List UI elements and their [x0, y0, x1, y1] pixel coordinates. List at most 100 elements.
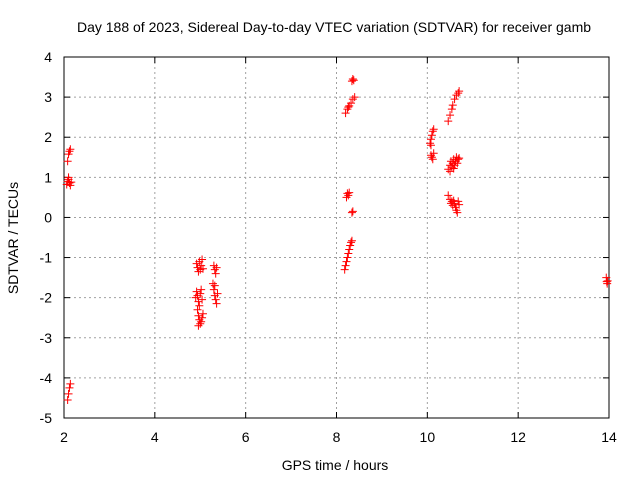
- chart-title: Day 188 of 2023, Sidereal Day-to-day VTE…: [77, 19, 591, 35]
- data-point: [427, 131, 436, 140]
- data-point: [454, 89, 463, 98]
- data-point: [212, 299, 221, 308]
- data-point: [63, 177, 72, 186]
- data-point: [444, 117, 453, 126]
- data-point: [193, 305, 202, 314]
- y-axis-label: SDTVAR / TECUs: [5, 182, 21, 294]
- data-point: [348, 207, 357, 216]
- data-point: [452, 91, 461, 100]
- y-tick-label: -2: [40, 290, 53, 306]
- data-point: [450, 95, 459, 104]
- data-point: [444, 191, 453, 200]
- data-point: [344, 103, 353, 112]
- data-point: [446, 195, 455, 204]
- data-point: [348, 95, 357, 104]
- y-tick-label: 2: [44, 129, 52, 145]
- data-point: [453, 208, 462, 217]
- data-point: [455, 154, 464, 163]
- data-point: [198, 264, 207, 273]
- data-point: [196, 319, 205, 328]
- data-point: [211, 295, 220, 304]
- data-points: [62, 75, 612, 404]
- data-point: [197, 285, 206, 294]
- data-point: [64, 389, 73, 398]
- grid-lines: [64, 57, 609, 418]
- y-tick-label: 1: [44, 169, 52, 185]
- data-point: [450, 199, 459, 208]
- data-point: [196, 289, 205, 298]
- data-point: [66, 181, 75, 190]
- x-tick-label: 2: [60, 429, 68, 445]
- data-point: [448, 101, 457, 110]
- data-point: [63, 157, 72, 166]
- y-tick-label: 3: [44, 89, 52, 105]
- data-point: [211, 269, 220, 278]
- data-point: [426, 141, 435, 150]
- axis-ticks: [63, 56, 610, 419]
- data-point: [194, 321, 203, 330]
- data-point: [429, 149, 438, 158]
- data-point: [198, 313, 207, 322]
- data-point: [194, 311, 203, 320]
- y-tick-label: 4: [44, 49, 52, 65]
- data-point: [209, 285, 218, 294]
- data-point: [454, 155, 463, 164]
- y-tick-label: -5: [40, 410, 53, 426]
- data-point: [454, 197, 463, 206]
- data-point: [346, 241, 355, 250]
- data-point: [197, 261, 206, 270]
- x-tick-label: 10: [420, 429, 436, 445]
- data-point: [347, 208, 356, 217]
- data-point: [343, 105, 352, 114]
- data-point: [347, 236, 356, 245]
- data-point: [340, 265, 349, 274]
- data-point: [66, 145, 75, 154]
- x-axis-label: GPS time / hours: [282, 457, 389, 473]
- data-point: [426, 139, 435, 148]
- data-point: [198, 309, 207, 318]
- data-point: [195, 301, 204, 310]
- data-point: [342, 257, 351, 266]
- data-point: [341, 109, 350, 118]
- data-point: [192, 287, 201, 296]
- data-point: [428, 127, 437, 136]
- x-tick-label: 14: [601, 429, 617, 445]
- data-point: [455, 200, 464, 209]
- data-point: [64, 173, 73, 182]
- data-point: [343, 253, 352, 262]
- data-point: [65, 383, 74, 392]
- x-tick-label: 6: [242, 429, 250, 445]
- data-point: [427, 153, 436, 162]
- data-point: [341, 261, 350, 270]
- data-point: [197, 317, 206, 326]
- data-point: [213, 289, 222, 298]
- x-axis-tick-labels: 2 4 6 8 10 12 14: [60, 429, 617, 445]
- data-point: [345, 245, 354, 254]
- data-point: [446, 111, 455, 120]
- data-point: [208, 279, 217, 288]
- y-axis-tick-labels: -5 -4 -3 -2 -1 0 1 2 3 4: [40, 49, 53, 426]
- data-point: [348, 75, 357, 84]
- data-point: [447, 105, 456, 114]
- data-point: [455, 87, 464, 96]
- data-point: [66, 379, 75, 388]
- data-point: [63, 395, 72, 404]
- data-point: [210, 281, 219, 290]
- x-tick-label: 4: [151, 429, 159, 445]
- data-point: [342, 193, 351, 202]
- data-point: [347, 99, 356, 108]
- data-point: [210, 265, 219, 274]
- data-point: [349, 76, 358, 85]
- x-tick-label: 8: [333, 429, 341, 445]
- data-point: [194, 297, 203, 306]
- data-point: [347, 77, 356, 86]
- y-tick-label: -4: [40, 370, 53, 386]
- data-point: [449, 164, 458, 173]
- data-point: [194, 267, 203, 276]
- data-point: [350, 93, 359, 102]
- y-tick-label: -1: [40, 250, 53, 266]
- data-point: [65, 147, 74, 156]
- y-tick-label: 0: [44, 209, 52, 225]
- data-point: [67, 178, 76, 187]
